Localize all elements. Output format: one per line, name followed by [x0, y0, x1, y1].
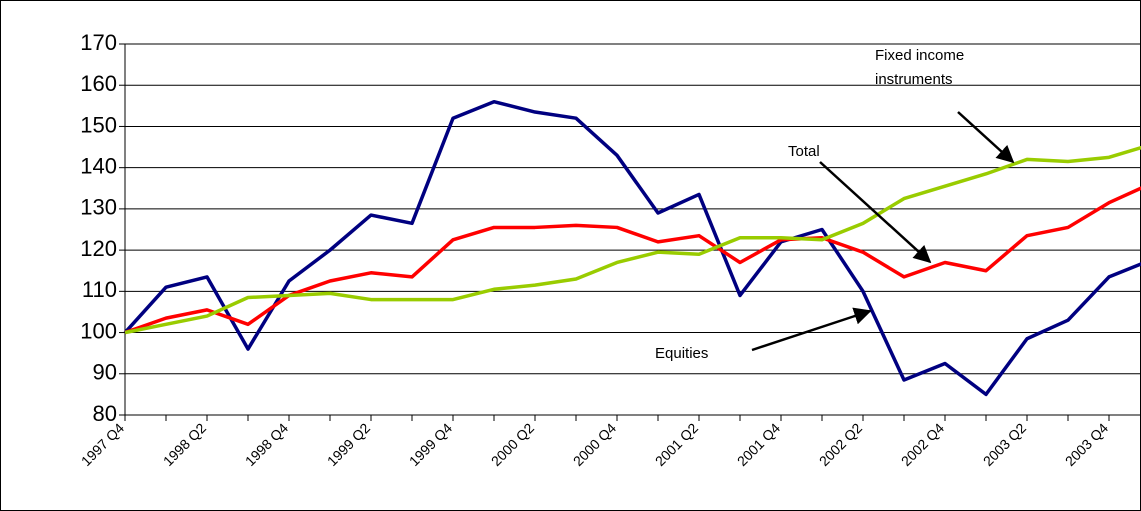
y-tick-label: 90 [93, 360, 117, 385]
series-line [123, 99, 1141, 397]
y-tick-label: 100 [80, 318, 117, 343]
annotation-arrow [819, 161, 932, 264]
series-line [124, 145, 1141, 335]
y-tick-label: 170 [80, 30, 117, 55]
y-tick-label: 150 [80, 112, 117, 137]
y-tick-label: 140 [80, 153, 117, 178]
y-tick-label: 110 [82, 277, 117, 302]
annotation-arrow [751, 307, 872, 352]
annotation: Total [788, 143, 820, 160]
annotation-arrow [957, 111, 1015, 164]
series-line [124, 186, 1141, 335]
y-tick-label: 130 [80, 195, 117, 220]
annotation: Equities [655, 345, 708, 362]
annotation: instruments [875, 71, 953, 88]
y-tick-label: 120 [80, 236, 117, 261]
annotation: Fixed income [875, 47, 964, 64]
y-tick-label: 160 [80, 71, 117, 96]
y-tick-label: 80 [93, 401, 117, 426]
